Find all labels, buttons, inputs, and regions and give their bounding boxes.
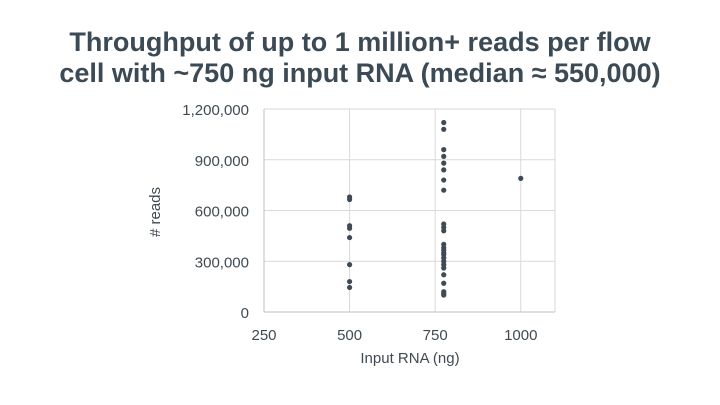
data-point — [346, 196, 353, 203]
data-point — [441, 228, 447, 234]
slide-title-line-1: Throughput of up to 1 million+ reads per… — [69, 27, 651, 57]
data-point — [346, 284, 353, 291]
grid-layer — [264, 108, 556, 312]
data-point — [346, 262, 353, 268]
data-point — [441, 126, 447, 132]
data-point — [518, 175, 524, 181]
y-tick-label: 1,200,000 — [182, 102, 249, 119]
axis-layer — [263, 109, 555, 313]
x-tick-label: 250 — [251, 327, 276, 344]
data-point — [346, 278, 353, 285]
marker-layer — [346, 119, 524, 298]
slide-title: Throughput of up to 1 million+ reads per… — [20, 27, 700, 89]
data-point — [441, 153, 447, 159]
x-tick-label: 1000 — [504, 327, 537, 344]
y-tick-label: 300,000 — [195, 254, 249, 271]
slide-title-line-2: cell with ~750 ng input RNA (median ≈ 55… — [59, 58, 661, 88]
data-point — [346, 225, 353, 231]
data-point — [441, 119, 447, 126]
data-point — [441, 167, 447, 173]
data-point — [441, 272, 447, 278]
y-tick-label: 0 — [241, 305, 249, 322]
x-axis-label: Input RNA (ng) — [360, 350, 459, 367]
y-tick-label: 600,000 — [195, 204, 249, 221]
data-point — [346, 234, 353, 241]
tick-label-layer: 0 300,000 600,000 900,000 1,200,000 250 500 750… — [182, 102, 537, 344]
data-point — [441, 147, 447, 153]
data-point — [441, 265, 447, 271]
data-point — [441, 292, 447, 298]
data-point — [441, 177, 447, 183]
data-point — [441, 187, 447, 193]
data-point — [441, 160, 447, 166]
y-axis-label: # reads — [147, 187, 164, 237]
y-tick-label: 900,000 — [195, 153, 249, 170]
data-point — [441, 280, 447, 286]
x-tick-label: 750 — [423, 327, 448, 344]
x-tick-label: 500 — [337, 327, 362, 344]
